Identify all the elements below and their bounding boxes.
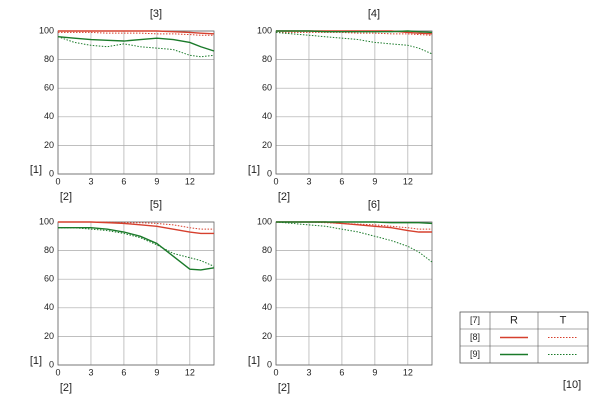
y-tick-label: 0 [267, 359, 272, 369]
y-tick-label: 20 [262, 331, 272, 341]
chart-title: [3] [150, 8, 162, 20]
y-axis-label: [1] [248, 164, 260, 176]
x-tick-label: 9 [372, 176, 377, 186]
plot-frame [57, 221, 215, 366]
x-axis-label: [2] [278, 191, 290, 203]
x-tick-label: 12 [185, 367, 195, 377]
mtf-line [58, 30, 215, 35]
x-tick-label: 3 [88, 367, 93, 377]
chart-title: [6] [368, 199, 380, 211]
x-axis-label: [2] [60, 191, 72, 203]
y-tick-label: 0 [49, 359, 54, 369]
y-axis-label: [1] [30, 164, 42, 176]
legend-column: T [560, 314, 567, 326]
mtf-line [58, 227, 215, 267]
x-tick-label: 12 [403, 176, 413, 186]
x-tick-label: 6 [339, 176, 344, 186]
y-tick-label: 100 [257, 25, 272, 35]
mtf-line [58, 31, 214, 36]
mtf-line [276, 30, 433, 34]
x-tick-label: 3 [88, 176, 93, 186]
mtf-line [57, 36, 215, 52]
plot-frame [57, 30, 215, 175]
y-tick-label: 80 [44, 245, 54, 255]
y-tick-label: 40 [44, 302, 54, 312]
y-tick-label: 0 [49, 168, 54, 178]
y-tick-label: 100 [257, 216, 272, 226]
y-tick-label: 60 [262, 83, 272, 93]
x-tick-label: 9 [154, 176, 159, 186]
plot-frame [275, 221, 433, 366]
chart-title: [5] [150, 199, 162, 211]
y-tick-label: 20 [44, 331, 54, 341]
mtf-line [276, 31, 433, 36]
plot-frame [275, 30, 433, 175]
x-tick-label: 6 [121, 367, 126, 377]
y-tick-label: 40 [262, 302, 272, 312]
mtf-line [275, 221, 433, 263]
x-tick-label: 0 [55, 367, 60, 377]
x-tick-label: 0 [273, 176, 278, 186]
y-tick-label: 20 [262, 140, 272, 150]
x-tick-label: 0 [273, 367, 278, 377]
figure-label: [10] [563, 379, 581, 391]
chart-title: [4] [368, 8, 380, 20]
legend-row: [8] [470, 332, 480, 342]
y-tick-label: 60 [44, 83, 54, 93]
x-tick-label: 6 [339, 367, 344, 377]
mtf-line [58, 227, 215, 271]
y-tick-label: 0 [267, 168, 272, 178]
legend-row: [9] [470, 349, 480, 359]
y-tick-label: 100 [39, 216, 54, 226]
x-axis-label: [2] [278, 382, 290, 394]
y-tick-label: 100 [39, 25, 54, 35]
x-tick-label: 6 [121, 176, 126, 186]
y-tick-label: 80 [262, 54, 272, 64]
x-tick-label: 12 [185, 176, 195, 186]
y-tick-label: 60 [44, 274, 54, 284]
x-tick-label: 3 [306, 367, 311, 377]
x-axis-label: [2] [60, 382, 72, 394]
y-tick-label: 60 [262, 274, 272, 284]
y-tick-label: 40 [44, 111, 54, 121]
y-tick-label: 80 [262, 245, 272, 255]
mtf-line [276, 221, 433, 225]
y-axis-label: [1] [30, 355, 42, 367]
y-tick-label: 20 [44, 140, 54, 150]
y-axis-label: [1] [248, 355, 260, 367]
mtf-line [57, 36, 215, 58]
y-tick-label: 80 [44, 54, 54, 64]
x-tick-label: 0 [55, 176, 60, 186]
legend-column: R [510, 314, 518, 326]
legend-corner: [7] [470, 315, 480, 325]
x-tick-label: 9 [154, 367, 159, 377]
y-tick-label: 40 [262, 111, 272, 121]
x-tick-label: 9 [372, 367, 377, 377]
mtf-line [58, 221, 214, 230]
x-tick-label: 3 [306, 176, 311, 186]
x-tick-label: 12 [403, 367, 413, 377]
mtf-line [275, 31, 433, 55]
